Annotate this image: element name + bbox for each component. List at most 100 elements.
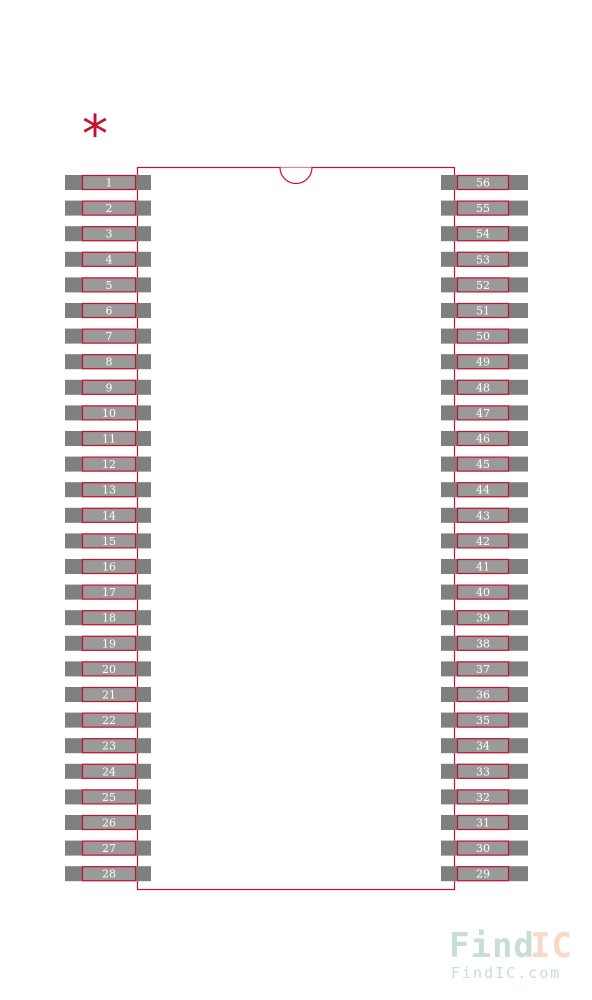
pin-outline — [456, 866, 510, 882]
pin-right: 56 — [441, 174, 528, 191]
pin-left: 8 — [65, 354, 151, 370]
pin-right: 33 — [441, 763, 528, 779]
pin-outline — [456, 328, 510, 344]
pin-number: 1 — [106, 177, 113, 190]
pin-number: 36 — [476, 689, 490, 702]
pin-number: 6 — [106, 305, 113, 318]
pin-outline — [81, 277, 137, 293]
pin-left: 10 — [65, 405, 151, 421]
pin-right: 45 — [441, 456, 528, 472]
pin-number: 12 — [102, 458, 116, 471]
pin-left: 22 — [65, 712, 151, 728]
pin-left: 7 — [65, 328, 151, 344]
pin-outline — [81, 763, 137, 779]
pin-number: 32 — [476, 791, 490, 804]
logo-url: FindIC.com — [451, 964, 561, 982]
pin-number: 18 — [102, 612, 116, 625]
pin-right: 36 — [441, 686, 528, 703]
pin-outline — [456, 507, 510, 523]
pin-number: 28 — [102, 868, 116, 881]
pin-number: 47 — [476, 407, 490, 420]
pin-outline — [81, 840, 137, 856]
pin-number: 52 — [476, 279, 490, 292]
pin-number: 25 — [102, 791, 116, 804]
pin-left: 6 — [65, 302, 151, 319]
pin-right: 53 — [441, 251, 528, 267]
pin-right: 37 — [441, 661, 528, 677]
pin-number: 34 — [476, 740, 490, 753]
pin-left: 3 — [65, 226, 151, 242]
pin-number: 30 — [476, 842, 490, 855]
pin-left: 2 — [65, 200, 151, 216]
pin-outline — [81, 379, 137, 395]
pin-number: 38 — [476, 637, 490, 650]
pin-right: 50 — [441, 328, 528, 344]
pin-number: 3 — [106, 228, 113, 241]
pin-number: 29 — [476, 868, 490, 881]
pin-right: 40 — [441, 584, 528, 600]
pin-outline — [81, 558, 137, 575]
pin-left: 15 — [65, 533, 151, 549]
pin-outline — [456, 763, 510, 779]
pin-left: 18 — [65, 610, 151, 626]
pin-outline — [456, 712, 510, 728]
pin-left: 14 — [65, 507, 151, 523]
pin-left: 25 — [65, 789, 151, 805]
pin-outline — [81, 226, 137, 242]
pin-left: 16 — [65, 558, 151, 575]
pin-left: 28 — [65, 866, 151, 882]
pin-left: 27 — [65, 840, 151, 856]
pin-outline — [81, 533, 137, 549]
pin-outline — [456, 686, 510, 703]
pin-number: 24 — [102, 765, 116, 778]
pin-outline — [81, 430, 137, 447]
pin-number: 2 — [106, 202, 113, 215]
pin-number: 16 — [102, 561, 116, 574]
pin-right: 46 — [441, 430, 528, 447]
pin-number: 23 — [102, 740, 116, 753]
pin-number: 50 — [476, 330, 490, 343]
pin-number: 46 — [476, 433, 490, 446]
pin-number: 11 — [102, 433, 116, 446]
pin-right: 35 — [441, 712, 528, 728]
pin-number: 35 — [476, 714, 490, 727]
pin-outline — [456, 456, 510, 472]
pin-right: 54 — [441, 226, 528, 242]
pin-left: 20 — [65, 661, 151, 677]
pin-outline — [456, 482, 510, 498]
pin-outline — [456, 251, 510, 267]
logo-ic: IC — [530, 926, 573, 966]
pin-number: 56 — [476, 177, 490, 190]
pin-number: 10 — [102, 407, 116, 420]
pin-number: 17 — [102, 586, 116, 599]
ic-body-outline — [136, 166, 456, 891]
pin-outline — [81, 686, 137, 703]
pin-outline — [456, 840, 510, 856]
pin-outline — [81, 507, 137, 523]
pins-layer: 1234567891011121314151617181920212223242… — [65, 174, 528, 882]
pin-right: 30 — [441, 840, 528, 856]
pin-number: 5 — [106, 279, 113, 292]
pin-left: 11 — [65, 430, 151, 447]
pin-number: 55 — [476, 202, 490, 215]
pin-number: 13 — [102, 484, 116, 497]
pin-number: 8 — [106, 356, 113, 369]
pin-right: 48 — [441, 379, 528, 395]
pin-outline — [81, 635, 137, 651]
pin-number: 9 — [106, 381, 113, 394]
pin-left: 5 — [65, 277, 151, 293]
pin-outline — [81, 200, 137, 216]
pin-outline — [81, 354, 137, 370]
pin-outline — [456, 174, 510, 191]
pin-right: 44 — [441, 482, 528, 498]
pin-number: 41 — [476, 561, 490, 574]
pin-outline — [456, 814, 510, 831]
pin-outline — [81, 302, 137, 319]
pin-number: 51 — [476, 305, 490, 318]
pin-right: 55 — [441, 200, 528, 216]
pin-right: 41 — [441, 558, 528, 575]
orientation-notch — [279, 167, 313, 185]
pin-left: 1 — [65, 174, 151, 191]
pin-left: 12 — [65, 456, 151, 472]
pin-left: 17 — [65, 584, 151, 600]
